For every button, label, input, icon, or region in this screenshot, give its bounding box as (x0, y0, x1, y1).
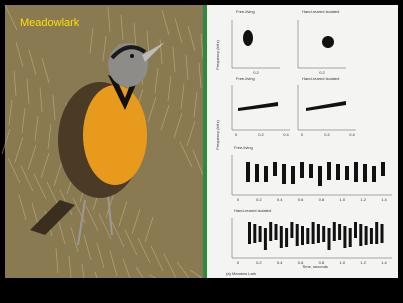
panel-title: Free-living (236, 9, 255, 14)
tick-label: 1.2 (360, 260, 366, 265)
syllable (345, 166, 349, 180)
panel-title: Hand-reared isolated (302, 76, 339, 81)
tick-label: 1.0 (340, 197, 346, 202)
photo: Meadowlark (2, 5, 203, 278)
tick-label: 0.2 (253, 70, 259, 75)
divider (203, 5, 207, 278)
syllable (317, 224, 320, 243)
syllable (306, 228, 309, 244)
syllable (354, 222, 357, 238)
eye (130, 54, 134, 58)
syllable (273, 162, 277, 176)
blob (322, 36, 334, 48)
syllable (354, 162, 358, 182)
tick-label: 0.4 (277, 197, 283, 202)
blob (243, 30, 253, 46)
panel-title: Free-living (234, 145, 253, 150)
panel-title: Free-living (236, 76, 255, 81)
syllable (301, 226, 304, 245)
tick-label: 0.8 (319, 260, 325, 265)
syllable (336, 164, 340, 180)
syllable (280, 226, 283, 248)
syllable (375, 222, 378, 244)
syllable (318, 166, 322, 186)
syllable (248, 222, 251, 244)
tick-label: 0.2 (256, 197, 262, 202)
syllable (349, 228, 352, 247)
syllable (338, 224, 341, 240)
syllable (285, 228, 288, 247)
syllable (282, 164, 286, 184)
syllable (246, 162, 250, 182)
y-axis-label: Frequency (kHz) (215, 120, 220, 150)
tick-label: 0.4 (349, 132, 355, 137)
tick-label: 0.4 (283, 132, 289, 137)
syllable (296, 224, 299, 246)
caption: (a) Meadow Lark (226, 271, 256, 276)
tick-label: 0.2 (258, 132, 264, 137)
syllable (333, 222, 336, 241)
tick-label: 0.2 (319, 70, 325, 75)
syllable (255, 164, 259, 182)
bottom-bar (0, 278, 403, 303)
syllable (300, 162, 304, 178)
syllable (312, 222, 315, 244)
syllable (370, 228, 373, 244)
syllable (359, 224, 362, 246)
slide: Meadowlark Free-living Hand-reared isola… (0, 0, 403, 303)
tick-label: 1.4 (381, 197, 387, 202)
photo-label: Meadowlark (20, 17, 80, 29)
tick-label: 0.2 (256, 260, 262, 265)
tick-label: 0.4 (277, 260, 283, 265)
syllable (381, 224, 384, 243)
syllable (309, 164, 313, 178)
syllable (290, 222, 293, 238)
panel-title: Hand-reared isolated (302, 9, 339, 14)
syllable (322, 226, 325, 242)
syllable (275, 224, 278, 240)
tick-label: 1.0 (340, 260, 346, 265)
tick-label: 0.6 (298, 197, 304, 202)
syllable (264, 166, 268, 182)
syllable (343, 226, 346, 248)
figure: Free-living Hand-reared isolated Free-li… (207, 5, 398, 278)
syllable (264, 228, 267, 250)
syllable (327, 162, 331, 180)
breast (83, 85, 147, 185)
tick-label: 1.2 (360, 197, 366, 202)
syllable (269, 222, 272, 241)
syllable (372, 166, 376, 182)
tick-label: 1.4 (381, 260, 387, 265)
tick-label: 0.8 (319, 197, 325, 202)
y-axis-label: Frequency (kHz) (215, 40, 220, 70)
syllable (363, 164, 367, 182)
syllable (253, 224, 256, 243)
syllable (259, 226, 262, 242)
tick-label: 0.6 (298, 260, 304, 265)
syllable (365, 226, 368, 245)
syllable (291, 166, 295, 184)
syllable (328, 228, 331, 250)
syllable (381, 162, 385, 176)
tick-label: 0.2 (324, 132, 330, 137)
panel-title: Hand-reared isolated (234, 208, 271, 213)
